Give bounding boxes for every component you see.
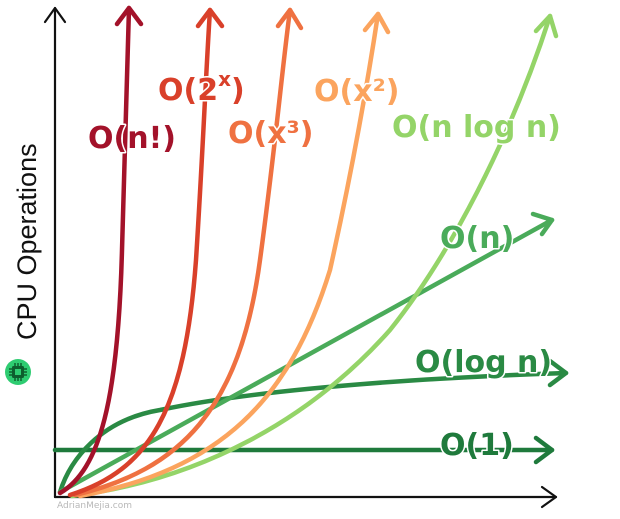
label-quadratic: O(x²) [314,74,399,109]
label-cubic: O(x³) [228,116,313,151]
label-linear: O(n) [440,221,514,256]
label-exponential-end: ) [231,73,245,108]
arrowhead-quadratic [362,11,391,35]
curves [52,5,569,499]
curve-linearithmic [69,13,553,499]
curve-logarithmic [57,370,569,495]
curve-exponential [67,7,213,498]
watermark: AdrianMejia.com [57,501,132,511]
curve-labels: O(n!) O(2x) O(x³) O(x²) O(n log n) O(n) … [87,66,563,465]
chip-icon [5,359,31,385]
arrowhead-factorial [114,5,144,27]
label-exponential-base: O(2 [158,73,218,108]
label-exponential-sup: x [218,67,231,91]
arrowhead-linearithmic [533,13,559,39]
label-logarithmic: O(log n) [415,345,552,380]
label-linearithmic: O(n log n) [392,110,561,145]
label-constant: O(1) [440,428,514,463]
x-axis-arrowhead [540,485,558,509]
label-exponential: O(2x) [158,67,245,108]
curve-quadratic [77,11,381,499]
curve-factorial [57,5,132,496]
arrowhead-linear [530,211,555,237]
label-factorial: O(n!) [88,121,176,156]
arrowhead-exponential [195,7,225,29]
axes [43,6,558,509]
y-axis-arrowhead [43,6,67,24]
curve-cubic [72,7,293,498]
y-axis-label: CPU Operations [12,143,42,340]
arrowhead-logarithmic [547,358,569,388]
arrowhead-constant [533,435,555,465]
arrowhead-cubic [275,7,304,31]
